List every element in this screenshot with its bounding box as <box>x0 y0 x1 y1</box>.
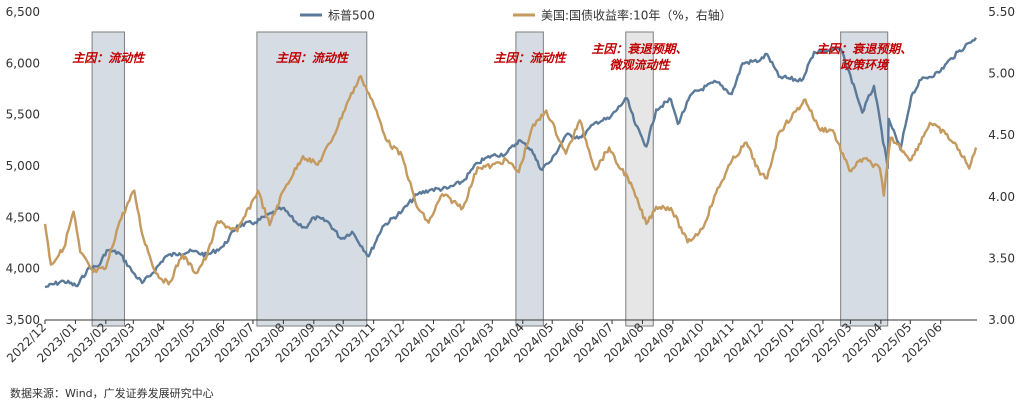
y-left-tick-label: 6,000 <box>6 56 40 70</box>
period-annotation: 主因：流动性 <box>276 51 350 65</box>
y-left-tick-label: 5,000 <box>6 159 40 173</box>
y-right-tick-label: 5.00 <box>988 67 1015 81</box>
y-left-tick-label: 3,500 <box>6 313 40 327</box>
legend: 标普500 美国:国债收益率:10年（%，右轴） <box>300 8 732 23</box>
sp500-line <box>44 37 978 289</box>
shaded-periods <box>91 31 889 327</box>
us10y-yield-line <box>43 74 978 286</box>
shaded-period <box>91 31 125 327</box>
period-annotation: 主因：流动性 <box>72 51 146 65</box>
period-annotation: 主因：衰退预期、 <box>816 42 912 56</box>
y-right-tick-label: 3.00 <box>988 313 1015 327</box>
shaded-period <box>515 31 544 327</box>
period-annotation: 政策环境 <box>840 58 890 72</box>
shaded-period <box>256 31 368 327</box>
y-left-tick-label: 4,000 <box>6 262 40 276</box>
shaded-period <box>625 31 654 327</box>
y-left-tick-label: 4,500 <box>6 210 40 224</box>
y-right-tick-label: 5.50 <box>988 5 1015 19</box>
source-note: 数据来源：Wind，广发证券发展研究中心 <box>10 387 214 400</box>
legend-label: 美国:国债收益率:10年（%，右轴） <box>541 8 732 23</box>
y-right-tick-label: 4.00 <box>988 190 1015 204</box>
y-left-tick-label: 6,500 <box>6 5 40 19</box>
legend-label: 标普500 <box>328 9 375 23</box>
shaded-period <box>840 31 889 327</box>
period-annotation: 主因：流动性 <box>494 51 568 65</box>
period-annotation: 主因：衰退预期、 <box>592 42 688 56</box>
annotations: 主因：流动性 主因：流动性 主因：流动性主因：衰退预期、微观流动性主因：衰退预期、政… <box>72 42 912 72</box>
series-lines <box>43 37 978 289</box>
period-annotation: 微观流动性 <box>610 58 672 72</box>
y-left-tick-label: 5,500 <box>6 108 40 122</box>
y-right-tick-label: 4.50 <box>988 128 1015 142</box>
y-right-tick-label: 3.50 <box>988 251 1015 265</box>
